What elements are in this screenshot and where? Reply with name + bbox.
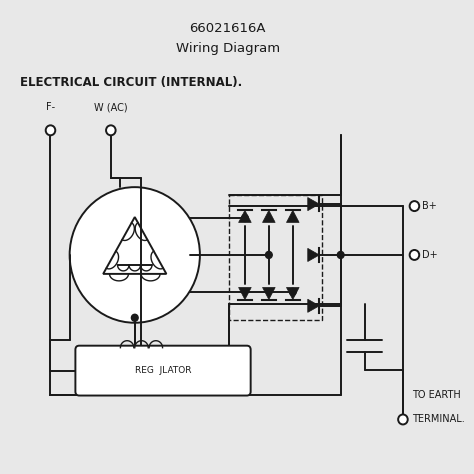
Circle shape — [410, 201, 419, 211]
Text: F-: F- — [46, 102, 55, 112]
Polygon shape — [308, 299, 319, 312]
Polygon shape — [286, 210, 299, 222]
Text: D+: D+ — [422, 250, 438, 260]
Circle shape — [337, 252, 344, 258]
Circle shape — [398, 414, 408, 424]
Circle shape — [290, 288, 296, 295]
Text: TO EARTH: TO EARTH — [412, 390, 461, 400]
Polygon shape — [263, 287, 275, 300]
Text: ELECTRICAL CIRCUIT (INTERNAL).: ELECTRICAL CIRCUIT (INTERNAL). — [20, 76, 242, 89]
Text: W (AC): W (AC) — [94, 102, 128, 112]
Circle shape — [410, 250, 419, 260]
Circle shape — [242, 215, 248, 221]
Text: 66021616A: 66021616A — [190, 22, 266, 35]
Text: B+: B+ — [422, 201, 437, 211]
Polygon shape — [286, 287, 299, 300]
Polygon shape — [238, 210, 251, 222]
Circle shape — [106, 125, 116, 135]
Polygon shape — [308, 248, 319, 262]
Circle shape — [131, 314, 138, 321]
Text: TERMINAL.: TERMINAL. — [412, 414, 465, 424]
Circle shape — [46, 125, 55, 135]
Bar — [228, 195, 321, 320]
FancyBboxPatch shape — [75, 346, 251, 395]
Polygon shape — [238, 287, 251, 300]
Text: REG  JLATOR: REG JLATOR — [135, 366, 191, 375]
Circle shape — [265, 252, 272, 258]
Polygon shape — [308, 198, 319, 210]
Circle shape — [70, 187, 200, 323]
Polygon shape — [263, 210, 275, 222]
Text: Wiring Diagram: Wiring Diagram — [175, 42, 280, 55]
